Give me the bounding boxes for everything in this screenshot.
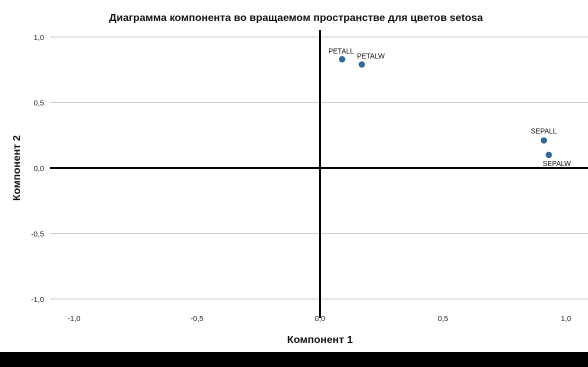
chart-title: Диаграмма компонента во вращаемом простр… [109,12,483,24]
y-tick-label: -1,0 [31,295,44,304]
data-point [545,151,552,158]
y-tick-label: 1,0 [34,33,44,42]
data-point-label: SEPALL [531,128,557,135]
data-point [339,56,346,63]
bottom-bar [0,352,588,367]
x-tick-label: -0,5 [191,314,204,323]
x-tick-label: 0,0 [315,314,325,323]
x-axis-title: Компонент 1 [287,334,353,346]
data-point [358,61,365,68]
y-tick-label: 0,5 [34,99,44,108]
x-tick-label: 0,5 [438,314,448,323]
data-point-label: PETALW [357,54,385,61]
x-tick-label: -1,0 [68,314,81,323]
y-tick-label: 0,0 [34,164,44,173]
x-tick-label: 1,0 [561,314,571,323]
data-point-label: SEPALW [543,161,572,168]
y-axis-title: Компонент 2 [11,135,23,201]
y-tick-label: -0,5 [31,230,44,239]
zero-axes [50,30,588,318]
tick-labels: -1,0 -0,5 0,0 0,5 1,0 -1,0 -0,5 0,0 0,5 1,0 [31,33,571,323]
data-point-label: PETALL [328,48,354,55]
data-point [540,137,547,144]
